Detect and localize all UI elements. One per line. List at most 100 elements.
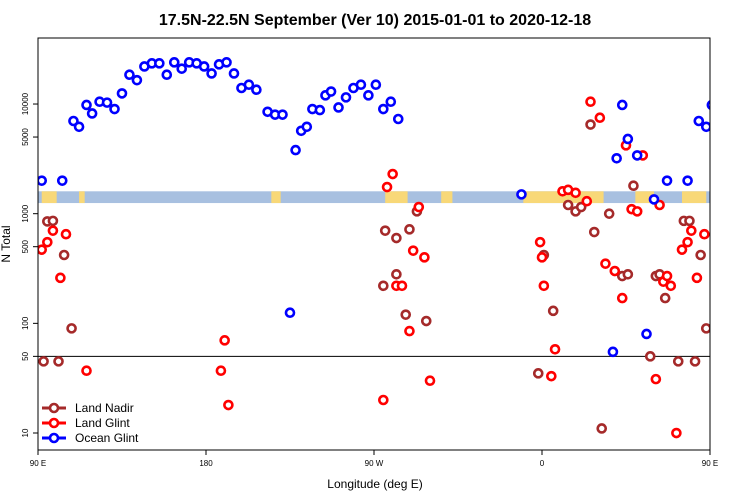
ocean-glint-point — [370, 79, 382, 91]
chart-title: 17.5N-22.5N September (Ver 10) 2015-01-0… — [159, 12, 591, 29]
y-tick-label: 50 — [21, 351, 30, 360]
ocean-glint-point — [314, 104, 326, 116]
land-glint-point — [661, 270, 673, 282]
land-segment — [441, 191, 453, 204]
ocean-glint-point — [723, 98, 731, 106]
land-glint-point — [396, 280, 408, 292]
land-glint-point — [585, 96, 596, 108]
land-glint-point — [47, 225, 59, 236]
ocean-glint-point — [385, 96, 397, 108]
land-glint-point — [570, 187, 581, 199]
ocean-band — [38, 191, 710, 204]
land-glint-point — [219, 335, 230, 346]
ocean-glint-point — [168, 57, 180, 68]
land-glint-point — [665, 280, 677, 292]
land-nadir-point — [695, 249, 706, 261]
ocean-glint-point — [101, 97, 113, 108]
land-segment — [41, 191, 57, 204]
land-glint-point — [55, 272, 66, 284]
land-nadir-point — [66, 323, 77, 334]
land-glint-point — [381, 181, 393, 193]
ocean-glint-point — [228, 68, 240, 79]
ocean-glint-point — [109, 103, 120, 115]
ocean-glint-point — [607, 346, 619, 358]
ocean-glint-point — [622, 133, 634, 145]
ocean-glint-point — [251, 84, 262, 96]
ocean-glint-point — [161, 69, 173, 81]
ocean-glint-point — [682, 175, 693, 186]
land-segment — [385, 191, 408, 204]
ocean-glint-point — [715, 109, 723, 117]
ocean-glint-point — [340, 92, 352, 103]
land-glint-point — [215, 365, 227, 377]
ocean-glint-point — [86, 108, 98, 119]
x-axis-label: Longitude (deg E) — [327, 477, 422, 491]
land-glint-point — [616, 292, 628, 304]
data-points — [38, 57, 738, 439]
land-glint-point — [594, 112, 606, 124]
land-nadir-point — [684, 215, 695, 227]
y-tick-label: 500 — [21, 239, 30, 253]
land-nadir-point — [379, 225, 391, 236]
land-nadir-point — [700, 323, 710, 334]
land-glint-point — [81, 365, 92, 377]
ocean-glint-point — [73, 121, 85, 133]
land-glint-point — [387, 168, 398, 180]
land-ocean-mask — [38, 191, 710, 204]
land-nadir-point — [588, 226, 600, 238]
x-tick-label: 90 E — [30, 459, 46, 468]
ocean-glint-point — [301, 121, 313, 133]
land-glint-point — [682, 236, 693, 248]
land-segment — [79, 191, 85, 204]
ocean-glint-point — [154, 58, 165, 69]
ocean-glint-point — [176, 63, 188, 74]
land-glint-point — [631, 206, 643, 217]
land-glint-point — [581, 195, 593, 207]
land-segment — [523, 191, 604, 204]
land-segment — [682, 191, 707, 204]
ocean-glint-point — [290, 144, 301, 156]
land-glint-point — [536, 252, 548, 263]
land-nadir-point — [38, 356, 49, 367]
ocean-glint-point — [243, 79, 255, 91]
land-glint-point — [419, 252, 430, 263]
ocean-glint-point — [706, 100, 710, 110]
ocean-glint-point — [124, 69, 135, 81]
ocean-glint-point — [392, 113, 404, 125]
land-glint-point — [549, 343, 561, 355]
legend-marker-ocean-glint — [48, 432, 60, 444]
land-glint-point — [650, 373, 662, 385]
ocean-glint-point — [198, 61, 210, 72]
y-tick-label: 100 — [21, 316, 30, 330]
land-nadir-point — [420, 315, 432, 327]
land-glint-point — [534, 236, 546, 248]
land-nadir-point — [603, 208, 615, 219]
x-tick-label: 90 E — [702, 459, 718, 468]
land-segment — [635, 191, 654, 204]
ocean-glint-point — [38, 175, 48, 186]
land-glint-point — [600, 258, 611, 269]
y-tick-label: 10000 — [21, 92, 30, 115]
land-nadir-point — [47, 215, 59, 227]
land-nadir-point — [644, 351, 656, 362]
legend-marker-land-nadir — [48, 402, 60, 414]
ocean-glint-point — [325, 86, 337, 97]
x-axis-ticks: 90 E 180 90 W 0 90 E — [30, 450, 718, 468]
land-glint-point — [699, 228, 710, 240]
land-glint-point — [60, 228, 72, 240]
ocean-glint-point — [131, 74, 143, 86]
x-tick-label: 90 W — [365, 459, 384, 468]
y-axis-ticks: 10 50 100 500 1000 5000 10000 — [21, 92, 38, 437]
land-nadir-point — [628, 180, 639, 191]
ocean-glint-point — [277, 109, 288, 120]
ocean-glint-point — [730, 99, 738, 107]
land-glint-point — [676, 244, 688, 255]
land-nadir-point — [400, 309, 412, 320]
ocean-glint-point — [56, 175, 68, 186]
land-glint-point — [407, 245, 419, 256]
ocean-glint-point — [333, 102, 344, 113]
land-glint-point — [42, 236, 53, 248]
land-glint-point — [712, 367, 720, 375]
land-nadir-point — [378, 280, 389, 292]
land-glint-point — [671, 427, 682, 439]
